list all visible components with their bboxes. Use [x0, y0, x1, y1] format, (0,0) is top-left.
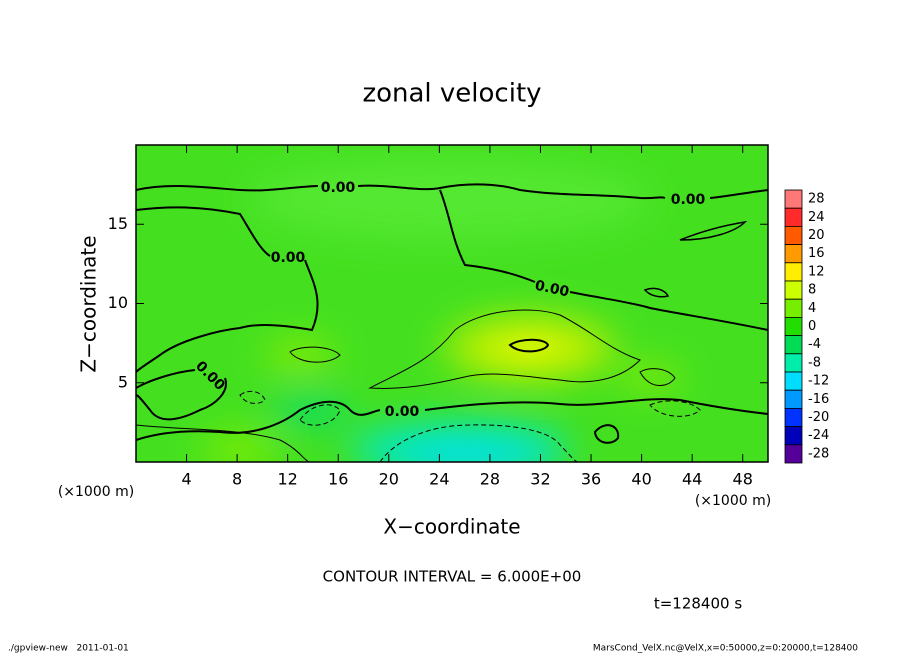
colorbar-label: -24	[808, 428, 829, 443]
colorbar-label: 16	[808, 246, 825, 261]
colorbar-label: -20	[808, 410, 829, 425]
colorbar-label: -8	[808, 355, 821, 370]
footer-left: ./gpview-new 2011-01-01	[8, 644, 129, 654]
x-unit-label: (×1000 m)	[58, 484, 134, 500]
colorbar-label: 4	[808, 301, 816, 316]
colorbar-box	[784, 353, 803, 373]
colorbar-box	[784, 371, 803, 391]
colorbar-label: 0	[808, 319, 816, 334]
x-tick-label: 4	[181, 470, 191, 489]
x-unit-label: (×1000 m)	[695, 493, 771, 509]
contour-interval: CONTOUR INTERVAL = 6.000E+00	[323, 568, 582, 586]
colorbar-box	[784, 225, 803, 245]
colorbar-label: -16	[808, 392, 829, 407]
colorbar-label: -28	[808, 446, 829, 461]
colorbar-box	[784, 316, 803, 336]
colorbar-box	[784, 335, 803, 355]
contour-label: 0.00	[385, 404, 420, 420]
contour-label: 0.00	[271, 250, 306, 266]
time-label: t=128400 s	[654, 595, 742, 613]
x-tick-label: 36	[581, 470, 601, 489]
colorbar-box	[784, 389, 803, 409]
contour-label: 0.00	[321, 180, 356, 196]
y-axis-label: Z−coordinate	[77, 235, 101, 372]
x-tick-label: 20	[379, 470, 399, 489]
x-tick-label: 48	[733, 470, 753, 489]
field	[136, 145, 768, 462]
colorbar-label: 28	[808, 192, 825, 207]
contours	[136, 183, 768, 462]
x-tick-label: 24	[429, 470, 449, 489]
x-tick-label: 40	[631, 470, 651, 489]
x-tick-label: 16	[328, 470, 348, 489]
colorbar-label: 20	[808, 228, 825, 243]
colorbar-label: -4	[808, 337, 821, 352]
contour-label: 0.00	[671, 192, 706, 208]
y-tick-label: 10	[108, 293, 128, 312]
y-tick-label: 5	[118, 372, 128, 391]
y-tick-label: 15	[108, 214, 128, 233]
x-tick-label: 28	[480, 470, 500, 489]
x-tick-label: 44	[682, 470, 702, 489]
colorbar-label: 24	[808, 210, 825, 225]
x-tick-label: 12	[278, 470, 298, 489]
colorbar-box	[784, 444, 803, 464]
colorbar-box	[784, 298, 803, 318]
colorbar-box	[784, 207, 803, 227]
colorbar-box	[784, 262, 803, 282]
x-tick-label: 8	[232, 470, 242, 489]
footer-right: MarsCond_VelX.nc@VelX,x=0:50000,z=0:2000…	[593, 644, 858, 654]
x-axis-label: X−coordinate	[383, 515, 520, 539]
colorbar-box	[784, 189, 803, 209]
x-tick-label: 32	[530, 470, 550, 489]
colorbar-label: -12	[808, 374, 829, 389]
colorbar-box	[784, 244, 803, 264]
colorbar-box	[784, 407, 803, 427]
colorbar-label: 12	[808, 264, 825, 279]
colorbar-box	[784, 426, 803, 446]
chart-title: zonal velocity	[362, 79, 541, 109]
contour-label: 0.00	[533, 278, 570, 301]
colorbar-label: 8	[808, 283, 816, 298]
colorbar-box	[784, 280, 803, 300]
